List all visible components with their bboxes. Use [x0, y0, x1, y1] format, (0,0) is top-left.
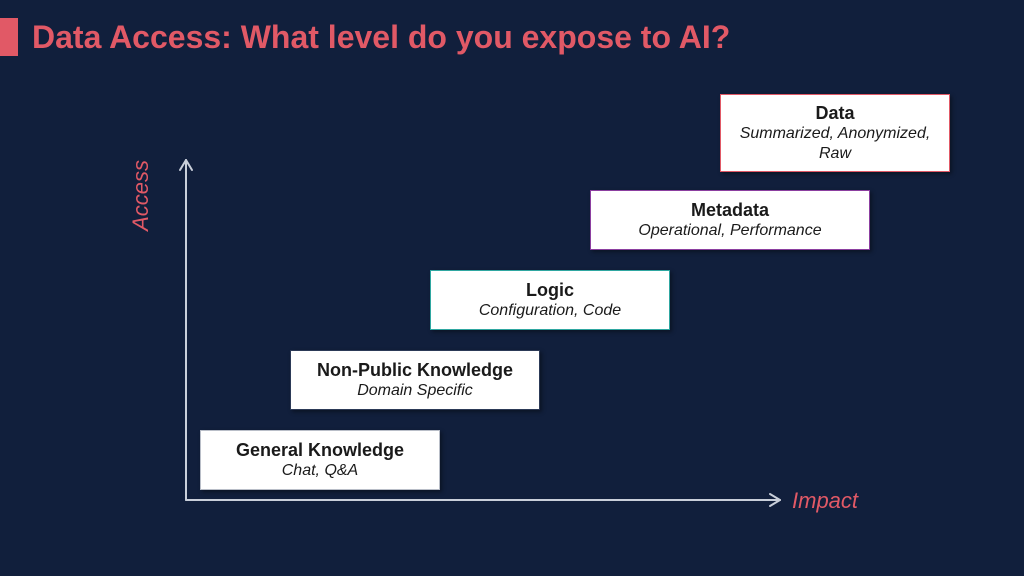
level-box-1: Non-Public KnowledgeDomain Specific [290, 350, 540, 410]
y-axis-label: Access [128, 160, 154, 231]
slide: Data Access: What level do you expose to… [0, 0, 1024, 576]
level-box-subtitle: Configuration, Code [479, 301, 621, 321]
x-axis-label: Impact [792, 488, 858, 514]
level-box-0: General KnowledgeChat, Q&A [200, 430, 440, 490]
level-box-title: Non-Public Knowledge [317, 359, 513, 382]
level-box-title: Logic [526, 279, 574, 302]
level-box-subtitle: Summarized, Anonymized, Raw [735, 124, 935, 164]
level-box-subtitle: Operational, Performance [638, 221, 821, 241]
level-box-title: General Knowledge [236, 439, 404, 462]
level-box-4: DataSummarized, Anonymized, Raw [720, 94, 950, 172]
level-box-subtitle: Domain Specific [357, 381, 473, 401]
level-box-title: Metadata [691, 199, 769, 222]
level-box-subtitle: Chat, Q&A [282, 461, 358, 481]
level-box-title: Data [815, 102, 854, 125]
level-box-3: MetadataOperational, Performance [590, 190, 870, 250]
level-box-2: LogicConfiguration, Code [430, 270, 670, 330]
